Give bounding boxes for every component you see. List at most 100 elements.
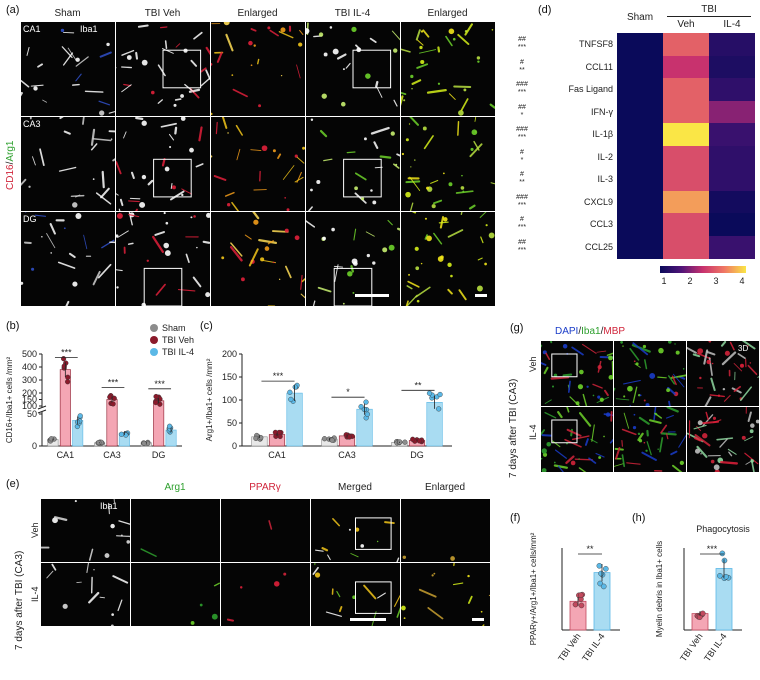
cell-mark [405, 191, 411, 198]
process-mark [437, 46, 441, 53]
process-mark [757, 376, 759, 378]
process-mark [370, 126, 390, 135]
process-mark [157, 64, 166, 77]
cell-mark [620, 341, 624, 344]
process-mark [632, 386, 638, 403]
cell-mark [223, 22, 230, 26]
y-tick-label: 300 [22, 375, 37, 385]
scale-bar-e1 [350, 618, 386, 621]
process-mark [154, 231, 165, 236]
micrograph-dg-0 [20, 211, 116, 307]
process-mark [170, 183, 173, 189]
micrograph-ca1-1 [115, 21, 211, 117]
x-tick-label-1: TBI IL-4 [702, 631, 729, 663]
hm-cell-9-2 [709, 235, 755, 259]
data-point [723, 573, 729, 580]
process-mark [614, 463, 624, 467]
hm-cell-8-2 [709, 213, 755, 236]
process-mark [363, 584, 377, 600]
col-head-sham: Sham [54, 8, 81, 19]
process-mark [67, 47, 77, 62]
process-mark [679, 375, 686, 380]
process-mark [649, 419, 662, 424]
process-mark [101, 239, 115, 249]
data-point [321, 436, 328, 442]
cell-mark [110, 138, 113, 140]
process-mark [118, 208, 121, 211]
process-mark [401, 48, 411, 53]
y-tick-label: 200 [222, 349, 237, 359]
data-point [329, 437, 335, 443]
data-point [363, 399, 369, 405]
hm-sig-hash: # [520, 58, 524, 66]
cell-mark [476, 56, 481, 60]
process-mark [160, 26, 168, 29]
micrograph-ca3-1 [115, 116, 211, 212]
hm-sig-star: ** [519, 179, 525, 186]
y-tick-label: 100 [22, 401, 37, 411]
process-mark [333, 265, 344, 268]
process-mark [354, 172, 367, 181]
process-mark [225, 33, 234, 52]
hm-sig-hash: ## [518, 103, 526, 111]
hm-cell-0-0 [617, 33, 663, 56]
cell-mark [150, 90, 155, 95]
cell-mark [431, 204, 436, 209]
process-mark [668, 375, 676, 385]
process-mark [447, 229, 464, 238]
hm-header-veh: Veh [677, 19, 695, 30]
data-point [77, 413, 83, 419]
cell-mark [700, 453, 702, 455]
legend-label-sham: Sham [162, 323, 186, 333]
micrograph-ca1-1-art [116, 24, 210, 107]
process-mark [596, 350, 607, 353]
micrograph-ca3-4 [400, 116, 496, 212]
process-mark [393, 99, 398, 107]
process-mark [473, 140, 480, 151]
process-mark [427, 607, 444, 620]
process-mark [317, 286, 332, 293]
micrograph-g-1-0 [540, 406, 614, 473]
process-mark [623, 412, 630, 429]
process-mark [693, 424, 707, 430]
panel-e-side-label: 7 days after TBI (CA3) [14, 550, 25, 650]
process-mark [416, 39, 424, 46]
cell-mark [675, 350, 680, 355]
cell-mark [443, 217, 448, 222]
panel-label-g: (g) [510, 322, 524, 334]
cell-mark [75, 57, 80, 62]
process-mark [460, 98, 469, 112]
cell-mark [570, 460, 576, 466]
process-mark [744, 452, 759, 465]
process-mark [21, 178, 27, 187]
process-mark [422, 29, 430, 38]
process-mark [457, 33, 470, 46]
process-mark [248, 248, 259, 267]
cell-mark [171, 185, 176, 190]
process-mark [716, 437, 734, 441]
cell-mark [120, 534, 123, 537]
process-mark [541, 434, 553, 437]
cell-mark [93, 569, 95, 571]
hm-sig-5: # * [511, 149, 533, 165]
cell-mark [485, 224, 488, 227]
hm-cell-6-1 [663, 168, 709, 191]
process-mark [84, 90, 104, 93]
cell-mark [419, 45, 423, 50]
cell-mark [697, 348, 704, 354]
x-tick-label-0: TBI Veh [678, 631, 705, 663]
hm-sig-hash: # [520, 171, 524, 178]
process-mark [46, 233, 56, 249]
process-mark [282, 165, 295, 180]
data-point [721, 557, 728, 564]
data-point [167, 423, 173, 429]
hm-sig-hash: ### [516, 193, 528, 201]
micrograph-g-1-2 [686, 406, 760, 473]
micrograph-ca1-0 [20, 21, 116, 117]
process-mark [637, 432, 644, 442]
micrograph-e-0-3-art [315, 517, 400, 562]
hm-cell-3-0 [617, 100, 663, 124]
process-mark [644, 359, 648, 370]
process-mark [660, 432, 677, 436]
